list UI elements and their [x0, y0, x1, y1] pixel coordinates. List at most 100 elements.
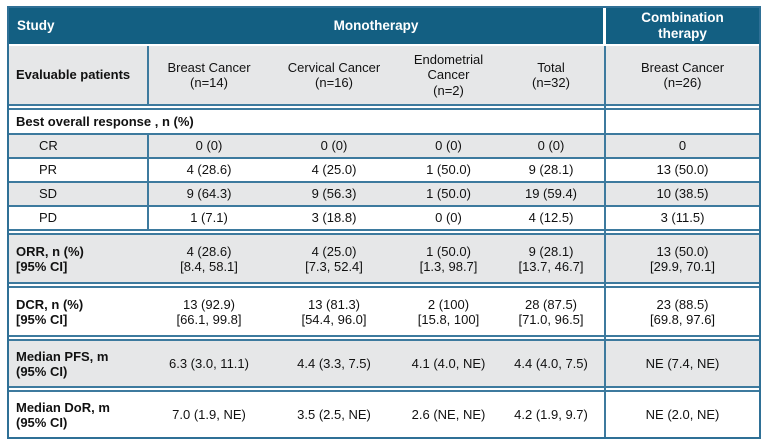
header-study: Study	[9, 8, 149, 46]
cell: 0	[606, 133, 760, 157]
row-median-pfs: Median PFS, m (95% CI) 6.3 (3.0, 11.1) 4…	[9, 335, 760, 386]
stat-value: 9 (28.1)	[528, 243, 574, 259]
stat-ci-label: (95% CI)	[16, 364, 68, 379]
col-header-breast-cancer-mono: Breast Cancer (n=14)	[149, 46, 269, 104]
header-combination-therapy-label: Combination therapy	[641, 10, 724, 41]
stat-ci-label: [95% CI]	[16, 312, 68, 327]
table-header-row: Study Monotherapy Combination therapy	[9, 8, 760, 46]
row-dcr: DCR, n (%) [95% CI] 13 (92.9) [66.1, 99.…	[9, 282, 760, 335]
cell: 4.4 (4.0, 7.5)	[498, 335, 607, 386]
cell: 3 (18.8)	[269, 205, 399, 229]
stat-ci: [54.4, 96.0]	[301, 312, 367, 327]
col-header-endometrial-cancer: Endometrial Cancer (n=2)	[399, 46, 498, 104]
col-header-cervical-cancer: Cervical Cancer (n=16)	[269, 46, 399, 104]
row-label-median-dor: Median DoR, m (95% CI)	[9, 386, 149, 437]
cohort-name: Total	[537, 59, 565, 75]
header-combination-therapy: Combination therapy	[606, 8, 760, 46]
stat-ci: [69.8, 97.6]	[649, 312, 716, 327]
cell: 9 (28.1) [13.7, 46.7]	[498, 229, 607, 282]
cell: NE (7.4, NE)	[606, 335, 760, 386]
cell: 0 (0)	[269, 133, 399, 157]
cell: 0 (0)	[399, 205, 498, 229]
stat-value: 13 (92.9)	[182, 296, 236, 312]
row-label-cr: CR	[9, 133, 149, 157]
cell: 28 (87.5) [71.0, 96.5]	[498, 282, 607, 335]
cell: 13 (92.9) [66.1, 99.8]	[149, 282, 269, 335]
cohort-n: (n=16)	[315, 75, 353, 90]
cell: 1 (50.0)	[399, 181, 498, 205]
cell: 4 (25.0) [7.3, 52.4]	[269, 229, 399, 282]
stat-value: 13 (81.3)	[307, 296, 361, 312]
row-best-overall-response: Best overall response , n (%)	[9, 104, 760, 133]
stat-name: Median DoR, m	[16, 399, 110, 415]
col-header-total: Total (n=32)	[498, 46, 607, 104]
cell: 13 (50.0) [29.9, 70.1]	[606, 229, 760, 282]
cell: 9 (56.3)	[269, 181, 399, 205]
cohort-name: Breast Cancer	[640, 59, 725, 75]
stat-value: 28 (87.5)	[524, 296, 578, 312]
row-label-evaluable-patients: Evaluable patients	[9, 46, 149, 104]
stat-ci-label: [95% CI]	[16, 259, 68, 274]
cell: 13 (81.3) [54.4, 96.0]	[269, 282, 399, 335]
stat-value: 13 (50.0)	[656, 243, 709, 259]
stat-ci: [15.8, 100]	[417, 312, 480, 327]
col-header-breast-cancer-combo: Breast Cancer (n=26)	[606, 46, 760, 104]
cell: 7.0 (1.9, NE)	[149, 386, 269, 437]
row-evaluable-patients: Evaluable patients Breast Cancer (n=14) …	[9, 46, 760, 104]
section-label-best-overall-response: Best overall response , n (%)	[9, 104, 607, 133]
stat-ci: [66.1, 99.8]	[176, 312, 242, 327]
cell: 10 (38.5)	[606, 181, 760, 205]
stat-ci-label: (95% CI)	[16, 415, 68, 430]
stat-ci: [71.0, 96.5]	[518, 312, 584, 327]
cell-empty	[606, 104, 760, 133]
cell: 2 (100) [15.8, 100]	[399, 282, 498, 335]
row-pd: PD 1 (7.1) 3 (18.8) 0 (0) 4 (12.5) 3 (11…	[9, 205, 760, 229]
stat-name: ORR, n (%)	[16, 243, 84, 259]
cell: 0 (0)	[399, 133, 498, 157]
cell: 23 (88.5) [69.8, 97.6]	[606, 282, 760, 335]
stat-ci: [7.3, 52.4]	[305, 259, 363, 274]
stat-name: DCR, n (%)	[16, 296, 84, 312]
stat-value: 4 (28.6)	[186, 243, 232, 259]
stat-value: 2 (100)	[427, 296, 470, 312]
cell: NE (2.0, NE)	[606, 386, 760, 437]
row-cr: CR 0 (0) 0 (0) 0 (0) 0 (0) 0	[9, 133, 760, 157]
row-pr: PR 4 (28.6) 4 (25.0) 1 (50.0) 9 (28.1) 1…	[9, 157, 760, 181]
cohort-n: (n=26)	[663, 75, 702, 90]
stat-value: 1 (50.0)	[426, 243, 471, 259]
cell: 0 (0)	[498, 133, 607, 157]
cell: 3 (11.5)	[606, 205, 760, 229]
row-sd: SD 9 (64.3) 9 (56.3) 1 (50.0) 19 (59.4) …	[9, 181, 760, 205]
cell: 1 (50.0) [1.3, 98.7]	[399, 229, 498, 282]
header-monotherapy: Monotherapy	[149, 8, 607, 46]
cell: 4.1 (4.0, NE)	[399, 335, 498, 386]
stat-value: 4 (25.0)	[311, 243, 357, 259]
row-label-pd: PD	[9, 205, 149, 229]
cell: 6.3 (3.0, 11.1)	[149, 335, 269, 386]
cohort-n: (n=14)	[190, 75, 228, 90]
row-label-sd: SD	[9, 181, 149, 205]
cell: 2.6 (NE, NE)	[399, 386, 498, 437]
cell: 4.2 (1.9, 9.7)	[498, 386, 607, 437]
row-orr: ORR, n (%) [95% CI] 4 (28.6) [8.4, 58.1]…	[9, 229, 760, 282]
cohort-name: Endometrial Cancer	[413, 52, 484, 83]
stat-name: Median PFS, m	[16, 348, 109, 364]
row-label-median-pfs: Median PFS, m (95% CI)	[9, 335, 149, 386]
stat-ci: [29.9, 70.1]	[649, 259, 716, 274]
cohort-name: Cervical Cancer	[287, 59, 381, 75]
cell: 9 (64.3)	[149, 181, 269, 205]
cell: 4 (28.6) [8.4, 58.1]	[149, 229, 269, 282]
cell: 1 (50.0)	[399, 157, 498, 181]
cell: 4 (12.5)	[498, 205, 607, 229]
cell: 19 (59.4)	[498, 181, 607, 205]
cohort-name: Breast Cancer	[167, 59, 251, 75]
cell: 3.5 (2.5, NE)	[269, 386, 399, 437]
cell: 4 (25.0)	[269, 157, 399, 181]
cell: 4.4 (3.3, 7.5)	[269, 335, 399, 386]
stat-ci: [13.7, 46.7]	[518, 259, 584, 274]
cell: 0 (0)	[149, 133, 269, 157]
row-label-dcr: DCR, n (%) [95% CI]	[9, 282, 149, 335]
cohort-n: (n=32)	[532, 75, 570, 90]
cell: 13 (50.0)	[606, 157, 760, 181]
